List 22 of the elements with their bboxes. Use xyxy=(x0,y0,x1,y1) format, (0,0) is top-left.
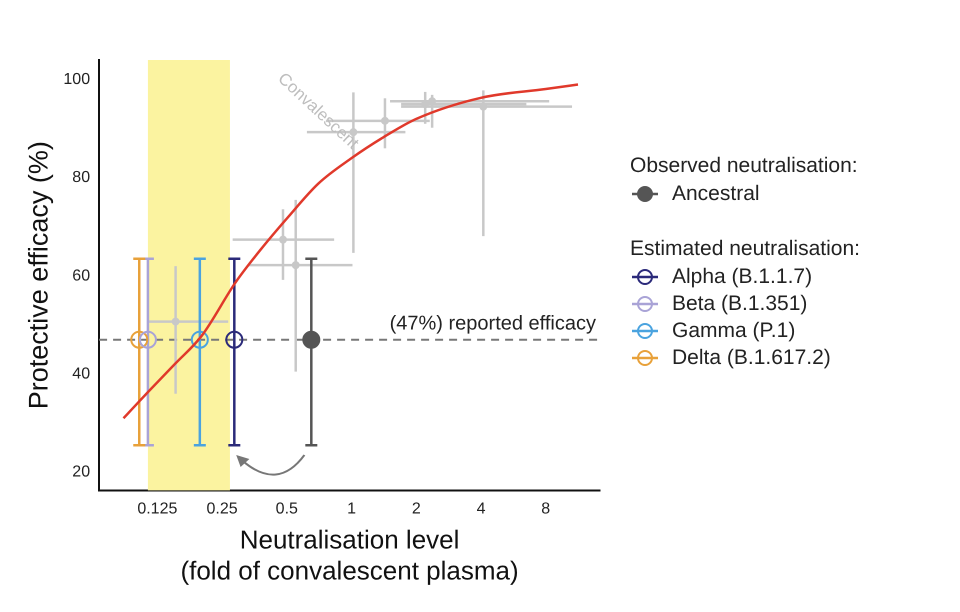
x-tick-label: 0.25 xyxy=(206,500,238,518)
y-tick-label: 60 xyxy=(72,267,90,284)
legend-label: Beta (B.1.351) xyxy=(672,292,808,316)
text: Estimated neutralisation: xyxy=(630,237,860,261)
legend-label: Alpha (B.1.1.7) xyxy=(672,264,812,288)
y-tick-label: 20 xyxy=(72,464,90,481)
legend-label: Ancestral xyxy=(672,182,760,206)
legend-title: Observed neutralisation: xyxy=(630,154,859,178)
y-axis-title: Protective efficacy (%) xyxy=(24,141,54,410)
x-tick-label: 4 xyxy=(476,500,486,518)
legend-label: Gamma (P.1) xyxy=(672,318,796,342)
x-axis-title: Neutralisation level (fold of convalescent plasma) xyxy=(180,524,519,586)
x-tick-label: 0.125 xyxy=(137,500,178,518)
y-tick-label: 40 xyxy=(72,365,90,382)
x-tick-label: 2 xyxy=(412,500,421,518)
x-tick-label: 8 xyxy=(541,500,550,518)
x-tick-label: 0.5 xyxy=(276,500,298,518)
y-tick-label: 100 xyxy=(63,71,90,88)
x-tick-label: 1 xyxy=(347,500,356,518)
y-tick-label: 80 xyxy=(72,169,90,186)
legend-label: Delta (B.1.617.2) xyxy=(672,346,831,370)
ref-line-label: (47%) reported efficacy xyxy=(390,312,596,334)
